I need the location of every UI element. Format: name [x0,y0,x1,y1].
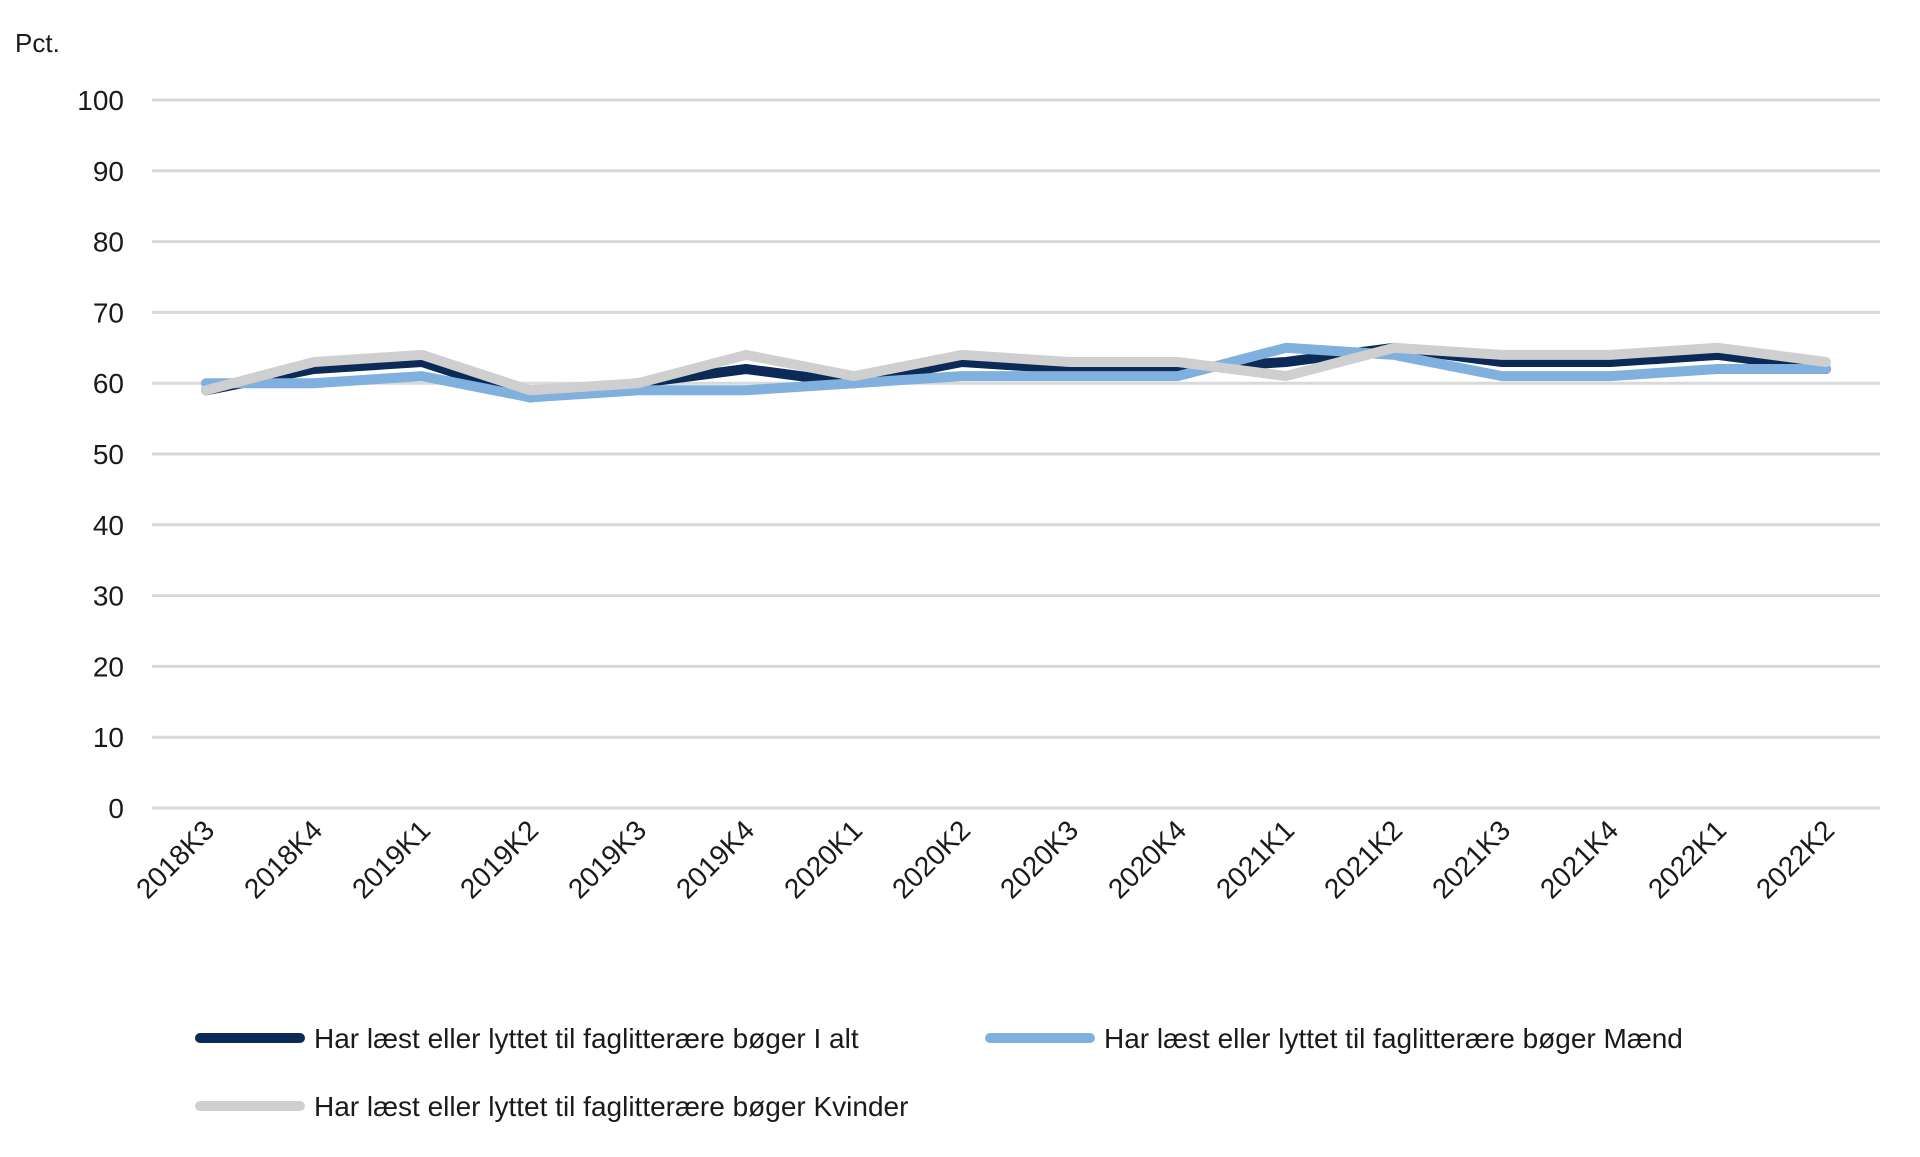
y-tick-label: 70 [93,297,124,328]
y-tick-label: 30 [93,581,124,612]
y-tick-label: 80 [93,227,124,258]
y-tick-label: 60 [93,368,124,399]
x-tick-label: 2020K2 [886,814,976,904]
x-tick-label: 2020K3 [994,814,1084,904]
legend: Har læst eller lyttet til faglitterære b… [195,1023,1683,1122]
y-tick-label: 0 [108,793,124,824]
x-tick-label: 2019K2 [454,814,544,904]
x-tick-label: 2018K4 [238,814,328,904]
series-line-2 [201,342,1831,396]
legend-label: Har læst eller lyttet til faglitterære b… [314,1023,859,1054]
x-axis-ticks: 2018K3 2018K4 2019K1 2019K2 2019K3 2019K4 2020… [130,814,1840,904]
series-line-0 [201,342,1831,403]
series-line-1 [201,342,1831,403]
x-tick-label: 2018K3 [130,814,220,904]
x-tick-label: 2020K1 [778,814,868,904]
x-tick-label: 2022K2 [1750,814,1840,904]
x-tick-label: 2021K1 [1210,814,1300,904]
legend-label: Har læst eller lyttet til faglitterære b… [1104,1023,1683,1054]
legend-label: Har læst eller lyttet til faglitterære b… [314,1091,908,1122]
x-tick-label: 2022K1 [1642,814,1732,904]
y-axis-label: Pct. [15,28,60,58]
y-tick-label: 40 [93,510,124,541]
x-tick-label: 2019K1 [346,814,436,904]
y-tick-label: 10 [93,722,124,753]
x-tick-label: 2019K4 [670,814,760,904]
gridlines [152,98,1880,810]
x-tick-label: 2021K2 [1318,814,1408,904]
y-axis-ticks: 0 10 20 30 40 50 60 70 80 90 100 [77,85,124,824]
x-tick-label: 2021K3 [1426,814,1516,904]
x-tick-label: 2020K4 [1102,814,1192,904]
x-tick-label: 2021K4 [1534,814,1624,904]
series-lines [201,342,1831,403]
x-tick-label: 2019K3 [562,814,652,904]
y-tick-label: 90 [93,156,124,187]
y-tick-label: 50 [93,439,124,470]
y-tick-label: 100 [77,85,124,116]
y-tick-label: 20 [93,651,124,682]
